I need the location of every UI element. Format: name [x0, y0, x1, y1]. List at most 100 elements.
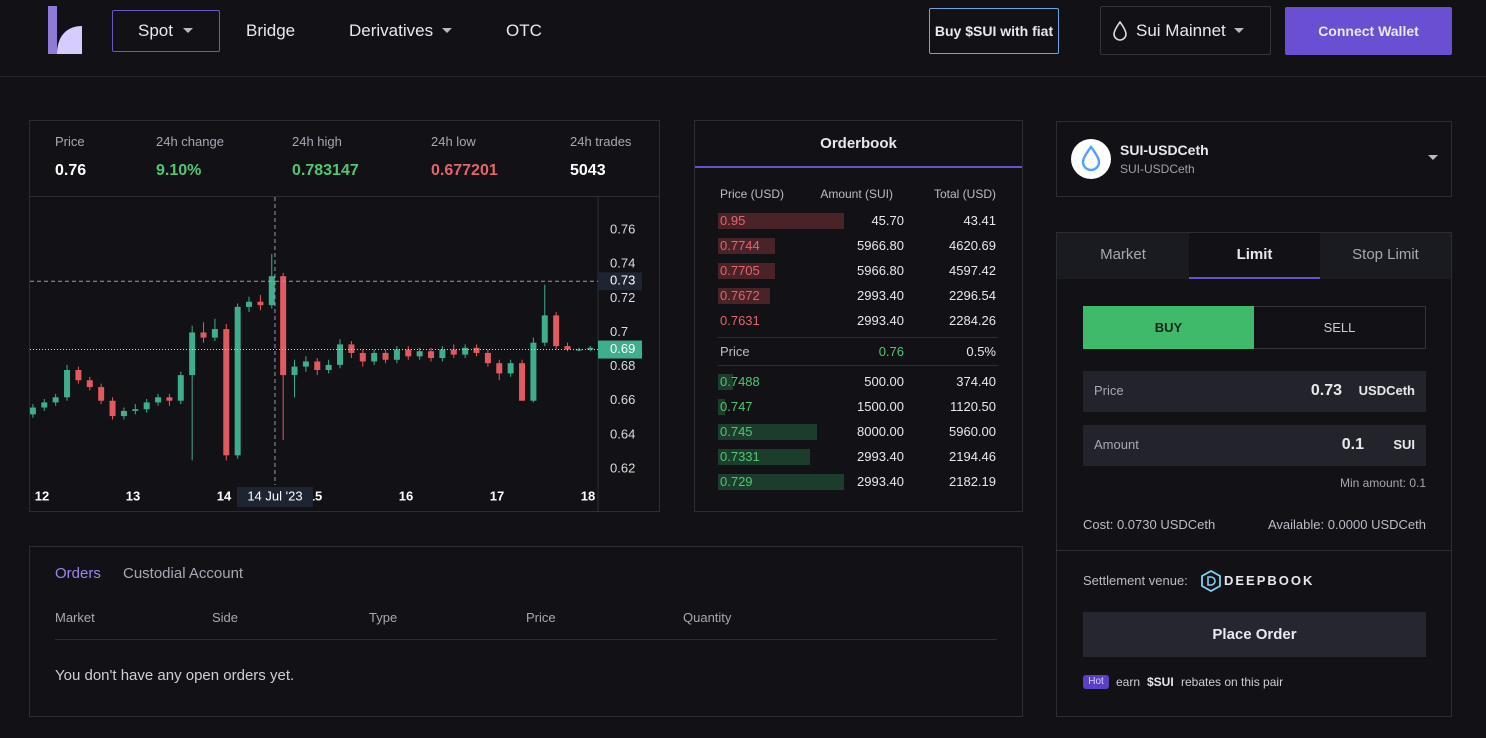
stats-divider	[29, 196, 660, 197]
stat-label: Price	[55, 134, 85, 149]
candle-body	[382, 352, 389, 360]
orders-column: Type	[369, 610, 398, 625]
candle-body	[291, 366, 298, 376]
stat-value: 5043	[570, 162, 606, 179]
empty-message: You don't have any open orders yet.	[55, 667, 295, 684]
candle-body	[234, 306, 241, 456]
orders-divider	[55, 639, 997, 640]
y-tick-label: 0.76	[610, 222, 635, 237]
mid-label: Price	[720, 344, 750, 359]
candle-body	[280, 276, 287, 376]
deepbook-icon	[1201, 570, 1221, 592]
order-total: 2296.54	[949, 288, 996, 303]
cost: Cost: 0.0730 USDCeth	[1083, 517, 1216, 532]
pair-subtitle: SUI-USDCeth	[1120, 162, 1195, 176]
candle-body	[41, 402, 48, 408]
order-amount: 2993.40	[857, 474, 904, 489]
tab[interactable]: Market	[1100, 246, 1146, 263]
candle-body	[64, 370, 71, 398]
nav-item[interactable]: Bridge	[246, 21, 296, 40]
buy-button[interactable]: BUY	[1083, 306, 1254, 349]
stat-label: 24h low	[431, 134, 476, 149]
candle-body	[52, 397, 59, 403]
order-total: 43.41	[963, 213, 996, 228]
order-price: 0.747	[720, 399, 753, 414]
nav-item[interactable]: Derivatives	[349, 21, 434, 40]
candle-body	[223, 329, 230, 456]
order-total: 4597.42	[949, 263, 996, 278]
candle-body	[507, 363, 514, 374]
orders-column: Price	[526, 610, 556, 625]
network-name[interactable]: Sui Mainnet	[1136, 21, 1226, 40]
pair-name: SUI-USDCeth	[1120, 142, 1209, 158]
orders-panel	[29, 546, 1023, 717]
logo[interactable]	[44, 4, 88, 56]
pair-selector[interactable]	[1056, 121, 1452, 197]
orders-tab[interactable]: Orders	[55, 565, 101, 582]
candle-body	[553, 315, 560, 347]
depth-bar	[718, 449, 810, 465]
buy-fiat-button[interactable]: Buy $SUI with fiat	[929, 8, 1059, 54]
candle-body	[166, 397, 173, 401]
orders-tab[interactable]: Custodial Account	[123, 565, 244, 582]
tab[interactable]: Stop Limit	[1352, 246, 1419, 263]
rebate-text: rebates on this pair	[1181, 675, 1284, 689]
y-tick-label: 0.64	[610, 426, 635, 441]
rebate-token: $SUI	[1147, 675, 1174, 689]
order-amount: 2993.40	[857, 313, 904, 328]
hot-badge: Hot	[1083, 675, 1109, 689]
orders-column: Quantity	[683, 610, 732, 625]
order-price: 0.95	[720, 213, 746, 228]
y-tick-label: 0.74	[610, 256, 635, 271]
amount-input[interactable]	[1083, 425, 1426, 466]
candle-body	[200, 332, 207, 338]
spot-button[interactable]	[112, 10, 220, 52]
candle-body	[564, 346, 571, 350]
settlement-label: Settlement venue:	[1083, 573, 1188, 588]
sell-button[interactable]: SELL	[1323, 320, 1356, 335]
caret	[183, 28, 193, 33]
order-total: 5960.00	[949, 424, 996, 439]
header	[0, 0, 1486, 77]
candle-body	[337, 344, 344, 365]
candle-body	[416, 351, 423, 357]
order-amount: 2993.40	[857, 288, 904, 303]
candle-body	[120, 410, 127, 417]
order-total: 2284.26	[949, 313, 996, 328]
y-tick-label: 0.7	[610, 324, 628, 339]
candle-body	[314, 361, 321, 371]
x-tick-label: 13	[126, 488, 140, 503]
order-price: 0.729	[720, 474, 753, 489]
crosshair-x-label: 14 Jul '23	[247, 488, 302, 503]
connect-wallet-button[interactable]: Connect Wallet	[1285, 7, 1452, 55]
stat-label: 24h change	[156, 134, 224, 149]
tab[interactable]: Limit	[1236, 246, 1273, 263]
candle-body	[484, 352, 491, 364]
network-button[interactable]	[1100, 6, 1271, 55]
candle-body	[359, 352, 366, 362]
candle-body	[530, 342, 537, 401]
depth-bar	[718, 263, 775, 279]
chart-panel	[29, 120, 660, 512]
candle-body	[371, 352, 378, 362]
candle-body	[428, 351, 435, 359]
stat-value: 9.10%	[156, 162, 202, 179]
candle-body	[393, 349, 400, 360]
order-price: 0.7488	[720, 374, 760, 389]
x-tick-label: 17	[490, 488, 504, 503]
price-input[interactable]	[1083, 371, 1426, 412]
mid-price: 0.76	[878, 344, 904, 359]
nav-item[interactable]: Spot	[138, 21, 173, 40]
order-price: 0.7672	[720, 288, 760, 303]
place-order-button[interactable]: Place Order	[1083, 612, 1426, 657]
candle-body	[348, 344, 355, 353]
depth-bar	[718, 474, 844, 490]
nav-item[interactable]: OTC	[506, 21, 542, 40]
caret	[1234, 28, 1244, 33]
candle-body	[268, 276, 275, 306]
stat-value: 0.783147	[292, 162, 359, 179]
orders-column: Side	[212, 610, 239, 625]
order-price: 0.7331	[720, 449, 760, 464]
orderbook-column: Total (USD)	[933, 187, 996, 201]
